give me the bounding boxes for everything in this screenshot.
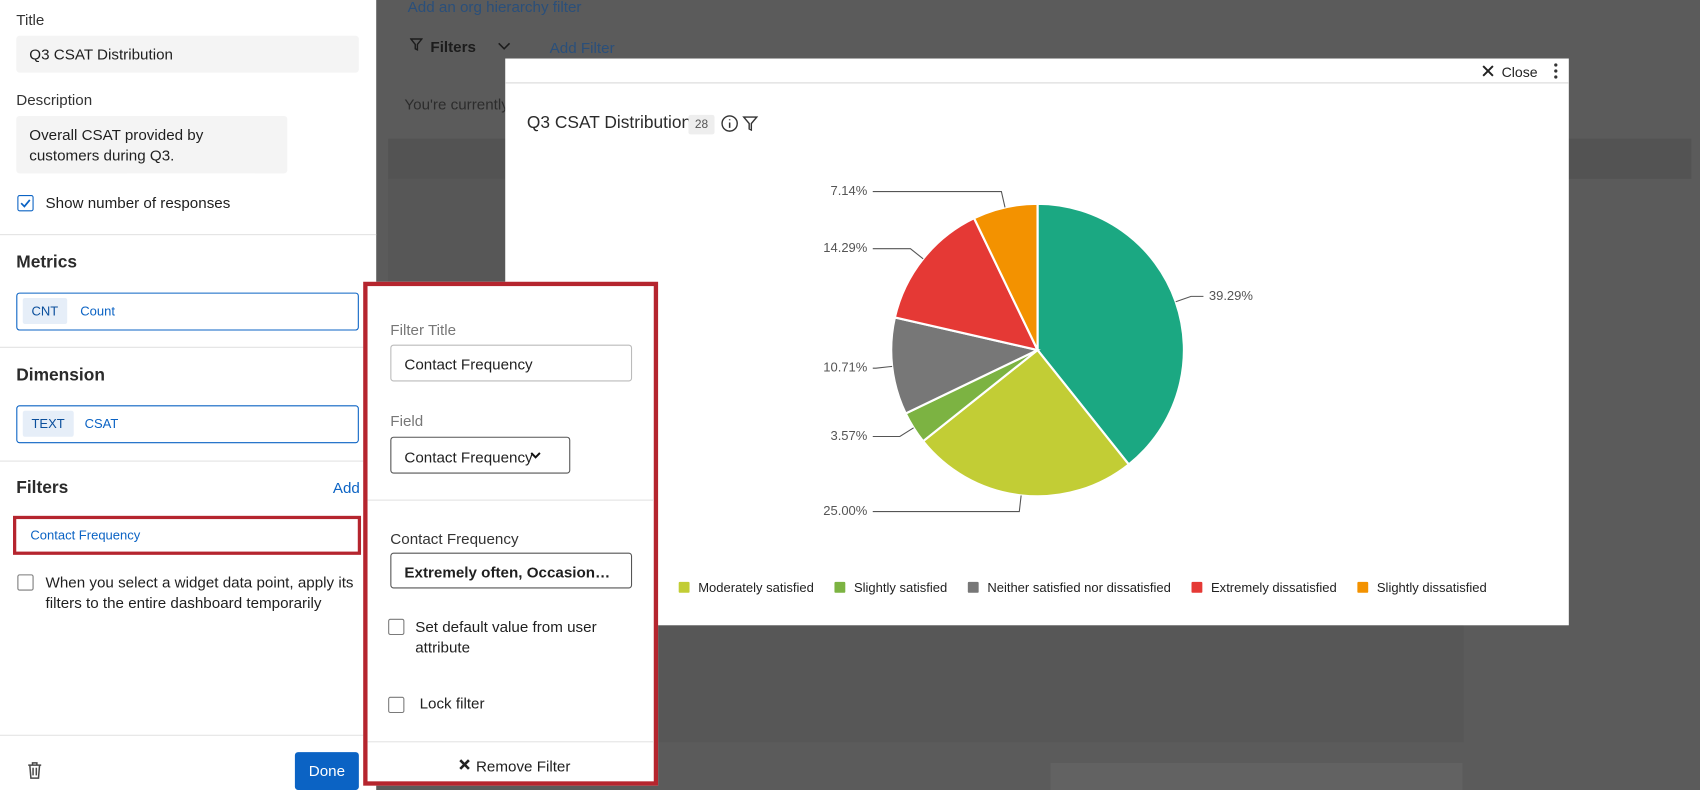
remove-icon bbox=[459, 759, 470, 770]
input-value: Q3 CSAT Distribution bbox=[29, 45, 173, 63]
field-label: Description bbox=[16, 91, 93, 109]
editor-panel: Title Q3 CSAT Distribution Description O… bbox=[0, 0, 377, 790]
type-chip: CNT bbox=[22, 298, 67, 325]
delete-icon[interactable] bbox=[27, 762, 42, 779]
chevron bbox=[530, 452, 541, 459]
checkbox[interactable] bbox=[17, 195, 34, 212]
checkbox-label: Lock filter bbox=[419, 694, 485, 712]
add-link[interactable]: Add bbox=[332, 478, 360, 497]
divider bbox=[0, 234, 377, 236]
chevron bbox=[498, 42, 511, 50]
value-select[interactable]: Extremely often, Occasion… bbox=[390, 552, 633, 589]
widget-modal: Close Q3 CSAT Distribution 28 bbox=[505, 58, 1569, 626]
section-heading: Filters bbox=[16, 478, 69, 498]
field-label: Field bbox=[390, 411, 424, 430]
metric-pill[interactable]: CNT Count bbox=[16, 292, 359, 331]
divider bbox=[0, 346, 377, 348]
select-value: Extremely often, Occasion… bbox=[404, 563, 611, 581]
filter-item[interactable]: Contact Frequency bbox=[13, 515, 362, 555]
filter-item-label: Contact Frequency bbox=[30, 527, 141, 543]
close-button[interactable]: Close bbox=[1501, 63, 1538, 81]
title-icons bbox=[721, 115, 759, 132]
checkbox-label: Set default value from user attribute bbox=[415, 617, 597, 656]
text-input[interactable]: Q3 CSAT Distribution bbox=[16, 35, 359, 73]
response-count: 28 bbox=[688, 114, 715, 135]
text-input[interactable]: Contact Frequency bbox=[390, 344, 633, 382]
field-label: Title bbox=[16, 10, 45, 29]
checkbox[interactable] bbox=[388, 696, 405, 714]
panel bbox=[1050, 762, 1463, 790]
divider bbox=[0, 460, 377, 462]
done-button[interactable]: Done bbox=[294, 752, 359, 790]
dropdown-value: Contact Frequency bbox=[404, 448, 533, 466]
section-heading: Dimension bbox=[16, 366, 105, 385]
type-chip: TEXT bbox=[22, 410, 74, 437]
checkbox[interactable] bbox=[388, 618, 405, 636]
divider bbox=[367, 741, 654, 743]
section-heading: Metrics bbox=[16, 253, 78, 273]
chart-title: Q3 CSAT Distribution bbox=[526, 113, 692, 133]
input-value: Contact Frequency bbox=[404, 355, 533, 373]
divider bbox=[0, 734, 377, 736]
remove-filter-button[interactable]: Remove Filter bbox=[475, 757, 571, 775]
dropdown[interactable]: Contact Frequency bbox=[390, 436, 571, 474]
more-menu[interactable] bbox=[1554, 63, 1558, 79]
org-filter-link[interactable]: Add an org hierarchy filter bbox=[407, 0, 582, 16]
close-icon[interactable] bbox=[1482, 65, 1494, 77]
add-filter-link[interactable]: Add Filter bbox=[549, 39, 615, 57]
divider bbox=[367, 499, 654, 501]
divider bbox=[505, 82, 1569, 84]
checkbox[interactable] bbox=[17, 574, 34, 591]
pill-label: CSAT bbox=[84, 416, 119, 432]
notice: You're currently bbox=[404, 95, 509, 113]
checkbox-label: Show number of responses bbox=[45, 193, 231, 212]
textarea[interactable]: Overall CSAT provided by customers durin… bbox=[16, 115, 288, 174]
checkbox-label: When you select a widget data point, app… bbox=[45, 573, 354, 612]
pill-label: Count bbox=[80, 303, 115, 319]
dimension-pill[interactable]: TEXT CSAT bbox=[16, 405, 359, 444]
field-label: Filter Title bbox=[390, 320, 457, 339]
filters-label[interactable]: Filters bbox=[430, 37, 476, 56]
field-label: Contact Frequency bbox=[390, 529, 519, 548]
filter-icon bbox=[409, 38, 423, 51]
check bbox=[20, 199, 31, 208]
filter-popover: Filter Title Contact Frequency Field Con… bbox=[363, 281, 659, 786]
